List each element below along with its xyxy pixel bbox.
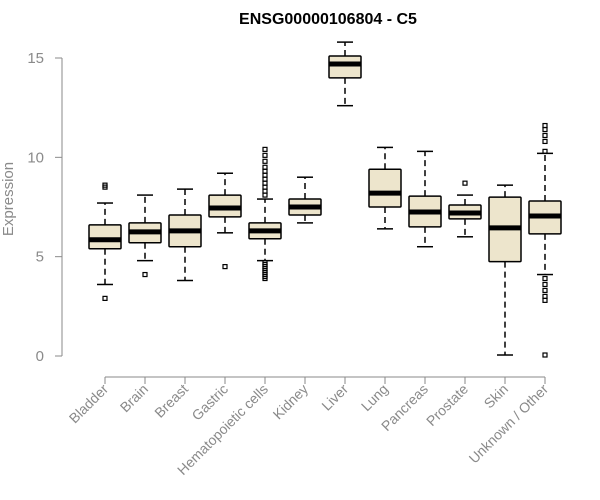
- x-tick-label: Skin: [481, 381, 512, 412]
- box-pancreas: [408, 150, 442, 248]
- outlier-point: [542, 352, 548, 358]
- x-tick-label: Liver: [318, 381, 351, 414]
- outlier-point: [462, 180, 468, 186]
- iqr-box: [328, 55, 362, 79]
- box-kidney: [288, 176, 322, 224]
- iqr-box: [368, 168, 402, 208]
- box-brain: [128, 194, 162, 278]
- box-gastric: [208, 172, 242, 270]
- y-tick-label: 15: [27, 50, 44, 67]
- outlier-point: [542, 126, 548, 133]
- outlier-point: [542, 297, 548, 303]
- outlier-point: [542, 138, 548, 145]
- box-series: [88, 41, 562, 358]
- x-tick-label: Breast: [151, 381, 191, 421]
- y-axis: 0 5 10 15: [27, 50, 63, 365]
- outlier-point: [262, 192, 268, 198]
- outlier-point: [542, 287, 548, 294]
- box-hematopoietic-cells: [248, 146, 282, 282]
- chart-title: ENSG00000106804 - C5: [239, 11, 417, 28]
- outlier-point: [102, 184, 108, 190]
- x-tick-label: Brain: [117, 381, 151, 415]
- outlier-point: [542, 132, 548, 139]
- y-tick-label: 10: [27, 149, 44, 166]
- outlier-point: [262, 146, 268, 152]
- box-bladder: [88, 182, 122, 301]
- x-tick-label: Lung: [358, 381, 391, 414]
- outlier-point: [262, 152, 268, 158]
- outlier-point: [262, 275, 268, 282]
- y-axis-label: Expression: [0, 162, 17, 236]
- y-tick-label: 5: [36, 249, 44, 266]
- x-tick-label: Bladder: [66, 381, 112, 427]
- box-unknown-other: [528, 122, 562, 358]
- outlier-point: [142, 271, 148, 278]
- box-liver: [328, 41, 362, 107]
- box-breast: [168, 188, 202, 282]
- y-tick-label: 0: [36, 348, 44, 365]
- box-skin: [488, 184, 522, 356]
- x-tick-label: Prostate: [423, 381, 471, 429]
- outlier-point: [542, 148, 548, 154]
- iqr-box: [88, 224, 122, 250]
- outlier-point: [262, 158, 268, 164]
- outlier-point: [102, 295, 108, 301]
- outlier-point: [222, 264, 228, 270]
- x-tick-label: Kidney: [270, 381, 312, 423]
- outlier-point: [542, 275, 548, 282]
- box-lung: [368, 146, 402, 230]
- outlier-point: [542, 281, 548, 288]
- box-prostate: [448, 180, 482, 238]
